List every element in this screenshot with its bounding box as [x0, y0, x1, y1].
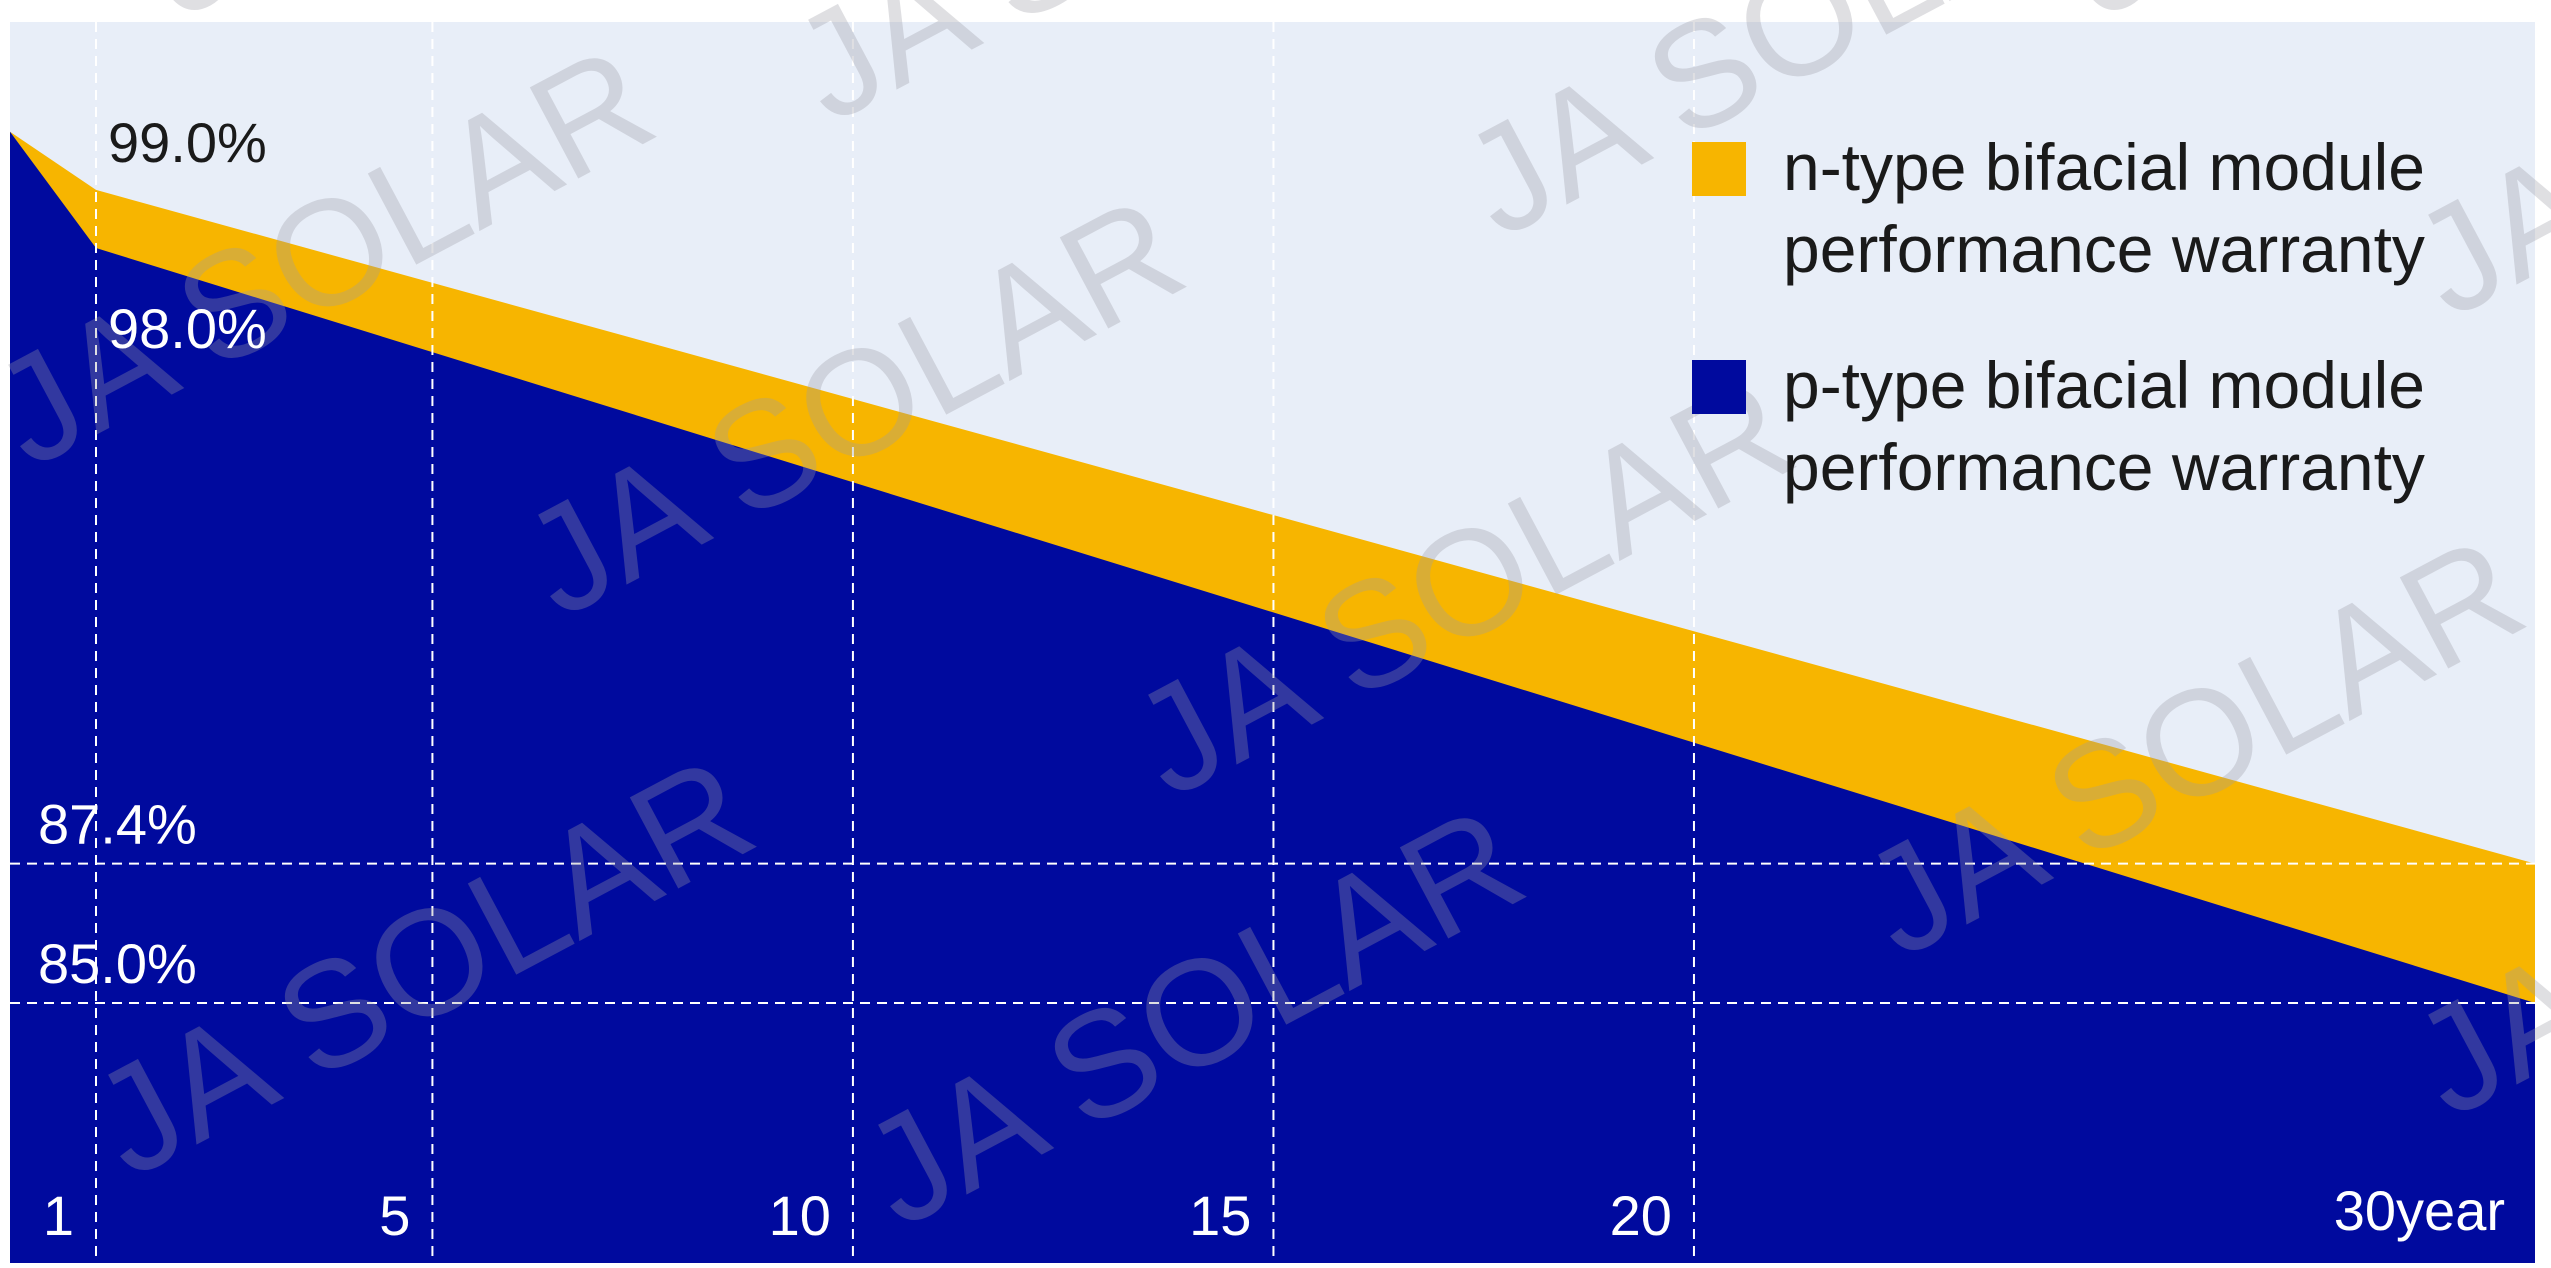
legend-label-line-1: p-type bifacial module — [1783, 348, 2425, 422]
grid-lines — [10, 22, 2535, 1263]
x-tick-label-0: 1 — [43, 1184, 74, 1247]
reference-label-1: 85.0% — [38, 932, 197, 995]
legend-label-line-1: n-type bifacial module — [1783, 130, 2425, 204]
legend-label-line-2: performance warranty — [1783, 212, 2425, 286]
annotation-label-0: 99.0% — [108, 111, 267, 174]
legend-label-1: p-type bifacial module performance warran… — [1783, 348, 2425, 504]
x-tick-label-3: 15 — [1189, 1184, 1251, 1247]
data-labels: 99.0%98.0%87.4%85.0%1 5 10 15 20 30year — [38, 111, 2505, 1247]
legend-swatch-1 — [1692, 360, 1746, 414]
legend-label-line-2: performance warranty — [1783, 430, 2425, 504]
legend-label-0: n-type bifacial module performance warran… — [1783, 130, 2425, 286]
legend-swatch-0 — [1692, 142, 1746, 196]
annotation-label-1: 98.0% — [108, 297, 267, 360]
legend: n-type bifacial module performance warran… — [1692, 130, 2425, 504]
x-tick-label-5: 30year — [2334, 1179, 2505, 1242]
x-tick-label-1: 5 — [379, 1184, 410, 1247]
x-tick-label-2: 10 — [769, 1184, 831, 1247]
x-tick-label-4: 20 — [1610, 1184, 1672, 1247]
reference-label-0: 87.4% — [38, 793, 197, 856]
series-areas — [10, 131, 2535, 1263]
area-ptype-series-1 — [10, 131, 2535, 1263]
